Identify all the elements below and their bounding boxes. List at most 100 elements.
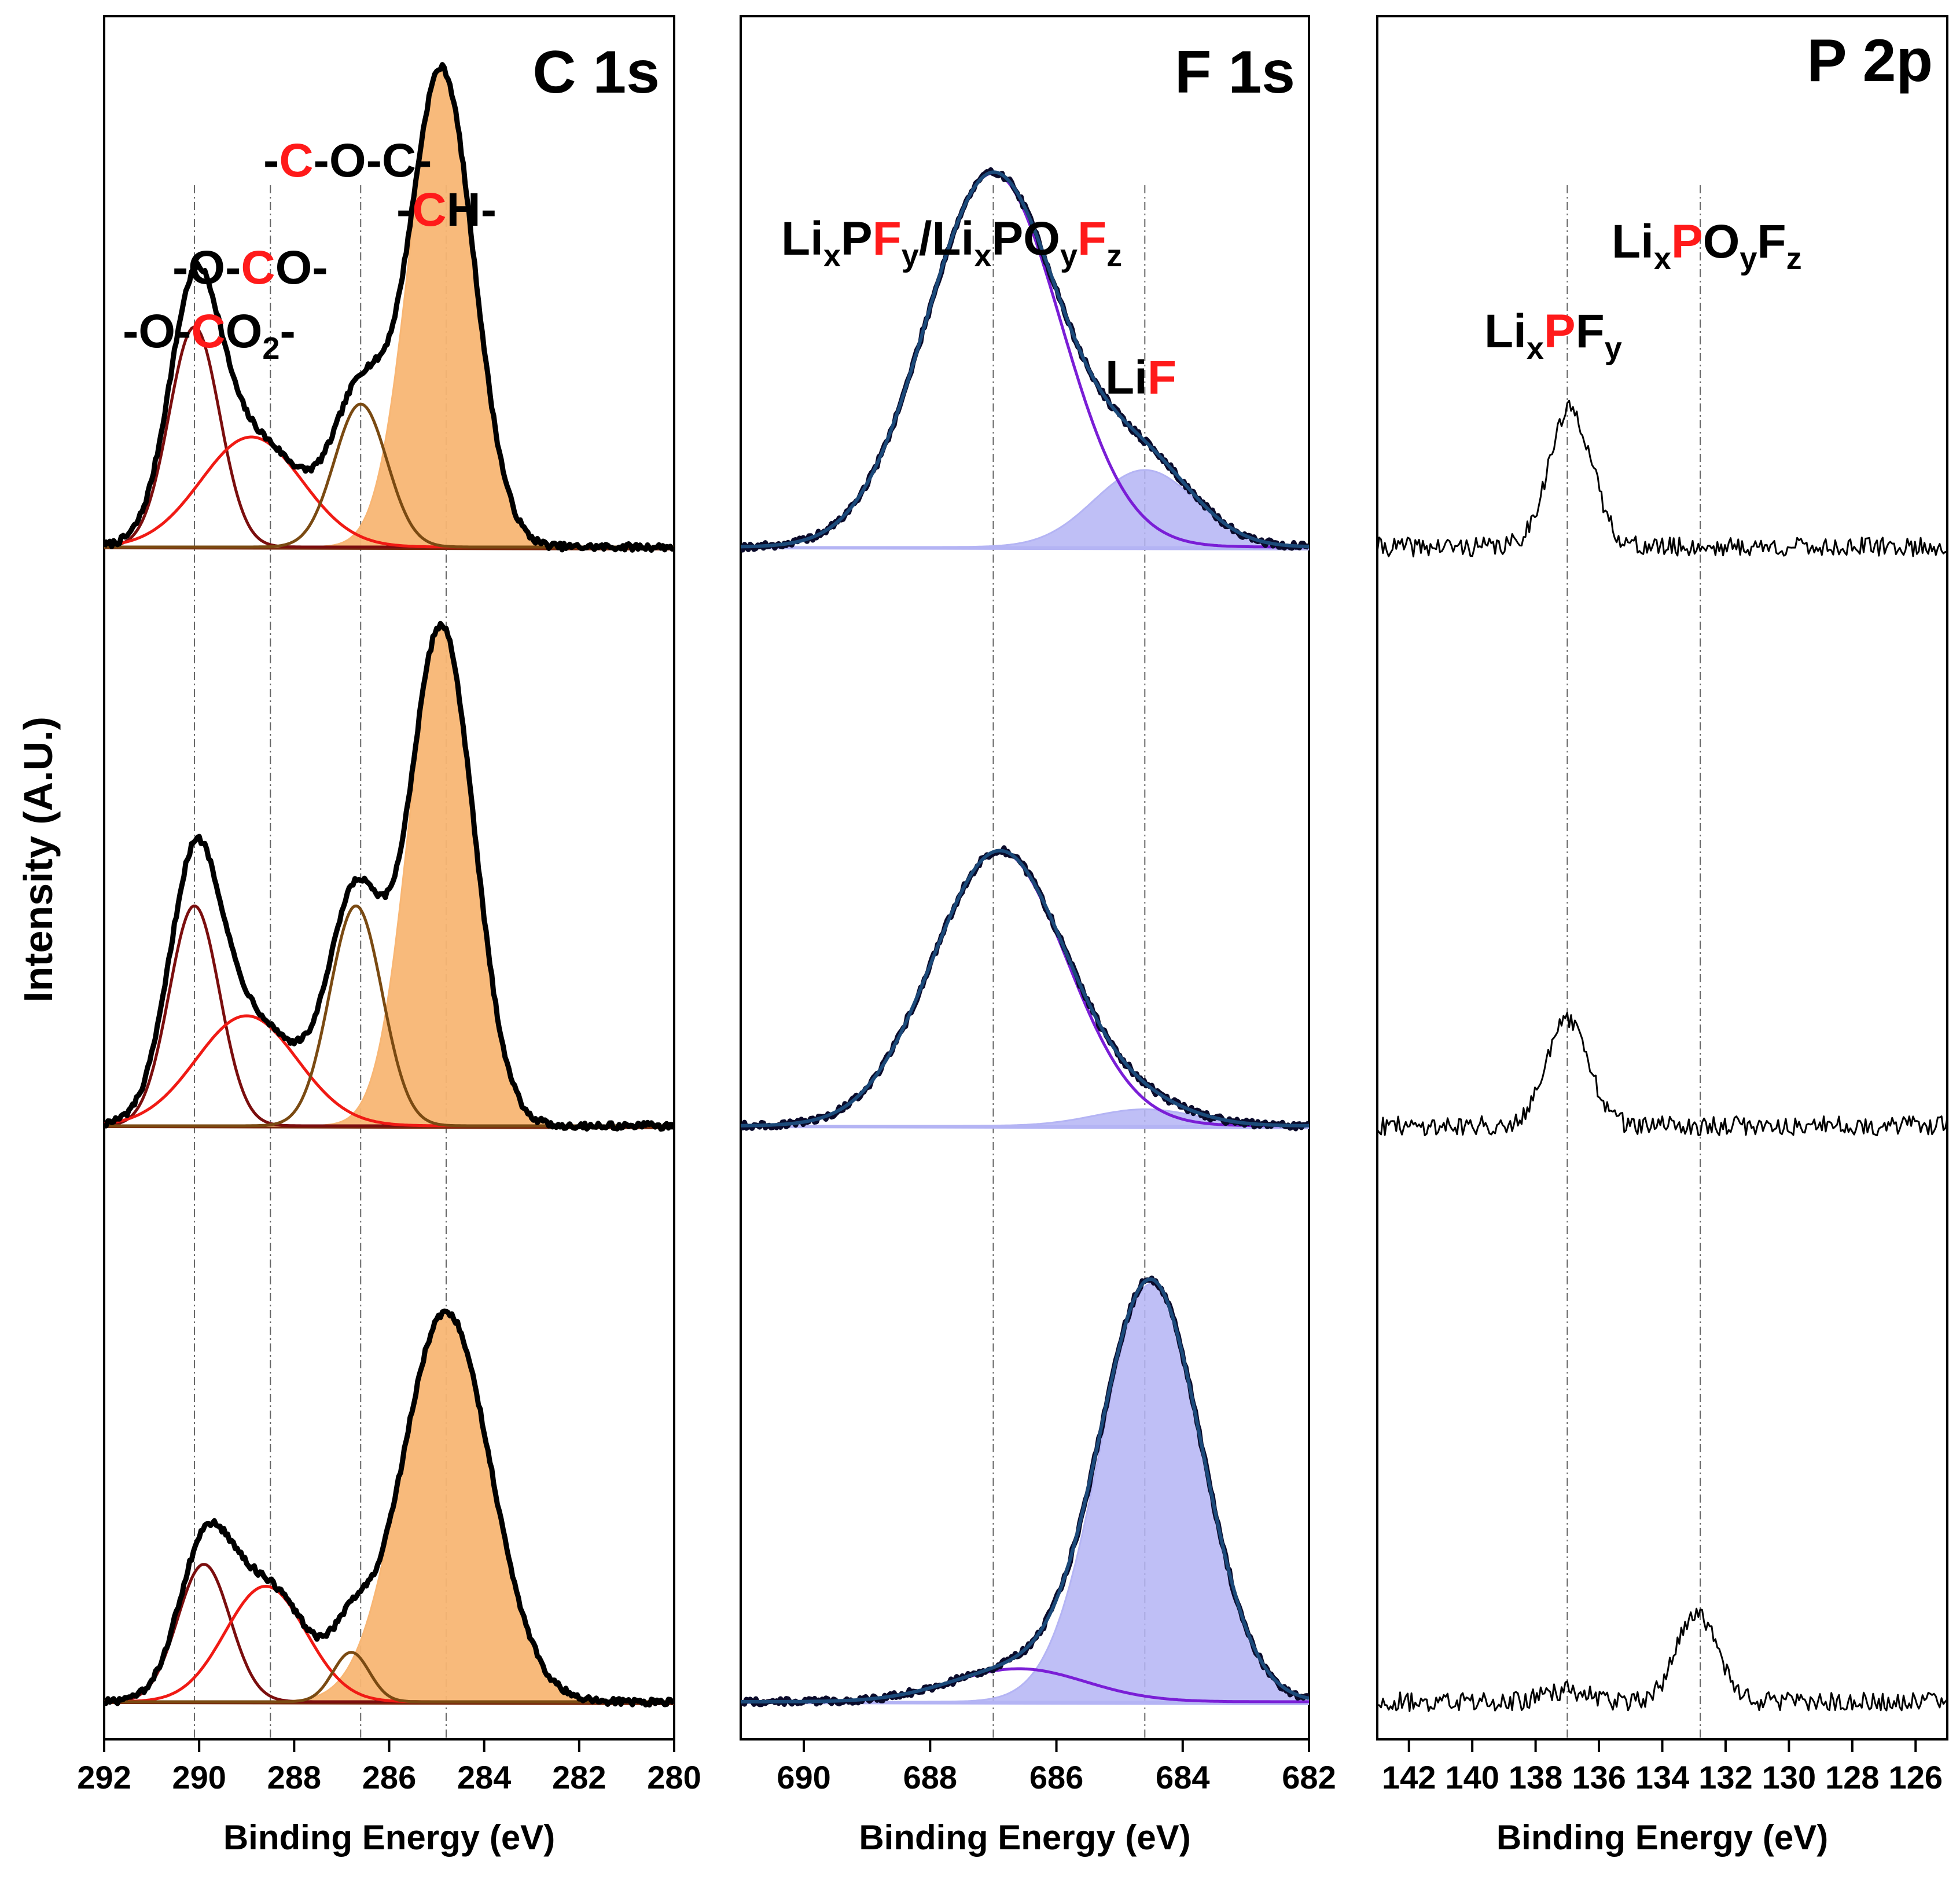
panel-frame-f1s — [740, 15, 1310, 1741]
x-tick-label-f1s: 686 — [1029, 1759, 1083, 1795]
peak-label-segment: O- — [275, 241, 328, 294]
x-tick-label-p2p: 134 — [1635, 1759, 1689, 1795]
peak-label-segment: F — [1078, 212, 1106, 265]
peak-label-segment: P — [1671, 215, 1703, 268]
x-axis-title-c1s: Binding Energy (eV) — [223, 1818, 555, 1857]
peak-label-segment: y — [902, 238, 919, 273]
x-axis-title-f1s: Binding Energy (eV) — [859, 1818, 1190, 1857]
peak-label-segment: O — [1703, 215, 1740, 268]
peak-label-f1s-0: LixPFy/LixPOyFz — [781, 212, 1122, 273]
peak-label-segment: -O- — [123, 305, 191, 358]
x-tick-label-c1s: 280 — [647, 1759, 701, 1795]
component-curve-coc — [104, 1650, 674, 1703]
x-tick-label-p2p: 128 — [1825, 1759, 1879, 1795]
x-tick-label-p2p: 130 — [1762, 1759, 1816, 1795]
measured-data-line — [104, 62, 674, 553]
peak-label-segment: - — [396, 183, 412, 236]
peak-label-segment: C — [241, 241, 275, 294]
fit-envelope-line — [741, 1277, 1309, 1703]
spectrum-p2p-bottom — [1377, 1607, 1947, 1712]
background-line — [741, 1126, 1309, 1129]
peak-label-segment: Li — [1484, 305, 1527, 358]
measured-data-line — [104, 1308, 674, 1708]
spectrum-f1s-top — [741, 167, 1309, 553]
peak-label-segment: y — [1060, 238, 1078, 273]
plot-area-p2p — [1377, 399, 1947, 1712]
peak-label-segment: P — [841, 212, 873, 265]
peak-label-c1s-0: -O-CO2- — [123, 305, 296, 366]
x-tick-label-f1s: 688 — [903, 1759, 957, 1795]
spectrum-f1s-bottom — [741, 1275, 1309, 1708]
measured-data-line — [1377, 1012, 1947, 1137]
peak-label-segment: F — [873, 212, 902, 265]
x-tick-label-p2p: 132 — [1698, 1759, 1752, 1795]
spectrum-p2p-middle — [1377, 1012, 1947, 1137]
peak-label-c1s-2: -C-O-C- — [263, 134, 432, 187]
x-tick-label-f1s: 690 — [777, 1759, 830, 1795]
peak-label-segment: x — [1654, 241, 1671, 276]
x-tick-label-c1s: 282 — [552, 1759, 606, 1795]
peak-label-segment: x — [823, 238, 841, 273]
peak-label-segment: x — [974, 238, 991, 273]
spectrum-p2p-top — [1377, 399, 1947, 557]
peak-label-f1s-1: LiF — [1105, 351, 1176, 404]
plot-area-c1s — [104, 62, 674, 1708]
peak-label-segment: C — [191, 305, 225, 358]
peak-label-segment: Li — [1612, 215, 1654, 268]
peak-label-segment: F — [1757, 215, 1786, 268]
peak-label-segment: y — [1740, 241, 1757, 276]
peak-label-segment: z — [1786, 241, 1802, 276]
fit-envelope-line — [741, 170, 1309, 549]
peak-label-segment: F — [1576, 305, 1605, 358]
peak-label-c1s-3: -CH- — [396, 183, 497, 236]
panel-title-p2p: P 2p — [1807, 27, 1933, 94]
x-tick-label-f1s: 684 — [1156, 1759, 1209, 1795]
peak-label-segment: x — [1527, 331, 1544, 366]
peak-label-segment: - — [280, 305, 295, 358]
x-tick-label-c1s: 292 — [77, 1759, 131, 1795]
peak-label-segment: C — [412, 183, 446, 236]
peak-label-segment: - — [263, 134, 279, 187]
x-tick-label-f1s: 682 — [1282, 1759, 1336, 1795]
x-tick-label-p2p: 140 — [1445, 1759, 1499, 1795]
spectrum-c1s-bottom — [104, 1308, 674, 1708]
y-axis-title: Intensity (A.U.) — [16, 717, 61, 1003]
peak-label-segment: H- — [447, 183, 497, 236]
peak-label-p2p-1: LixPFy — [1484, 305, 1622, 366]
peak-label-segment: -O- — [172, 241, 241, 294]
peak-label-p2p-0: LixPOyFz — [1612, 215, 1802, 276]
peak-label-segment: C — [279, 134, 313, 187]
plot-area-f1s — [741, 167, 1309, 1708]
background-line — [741, 547, 1309, 550]
measured-data-line — [1377, 1607, 1947, 1712]
x-axis-title-p2p: Binding Energy (eV) — [1496, 1818, 1828, 1857]
x-tick-label-c1s: 286 — [362, 1759, 416, 1795]
x-tick-label-c1s: 288 — [267, 1759, 321, 1795]
fit-envelope-line — [741, 849, 1309, 1128]
peak-label-segment: Li — [781, 212, 823, 265]
x-tick-label-c1s: 284 — [457, 1759, 511, 1795]
x-tick-label-p2p: 126 — [1889, 1759, 1943, 1795]
peak-label-segment: PO — [991, 212, 1060, 265]
spectrum-f1s-middle — [741, 845, 1309, 1132]
panel-title-c1s: C 1s — [532, 39, 660, 106]
peak-label-segment: Li — [1105, 351, 1148, 404]
x-tick-label-p2p: 136 — [1572, 1759, 1626, 1795]
peak-label-segment: O — [226, 305, 263, 358]
peak-label-c1s-1: -O-CO- — [172, 241, 328, 294]
peak-label-segment: y — [1605, 331, 1622, 366]
background-line — [741, 1702, 1309, 1705]
peak-label-segment: z — [1106, 238, 1122, 273]
x-tick-label-p2p: 138 — [1509, 1759, 1562, 1795]
panel-title-f1s: F 1s — [1175, 39, 1295, 106]
peak-label-segment: -O-C- — [314, 134, 432, 187]
spectrum-c1s-top — [104, 62, 674, 553]
peak-label-segment: 2 — [262, 331, 280, 366]
panel-c1s: C 1s-O-CO2--O-CO--C-O-C--CH-292 290 288 286… — [77, 15, 701, 1857]
peak-label-segment: /Li — [919, 212, 975, 265]
x-tick-label-c1s: 290 — [172, 1759, 226, 1795]
